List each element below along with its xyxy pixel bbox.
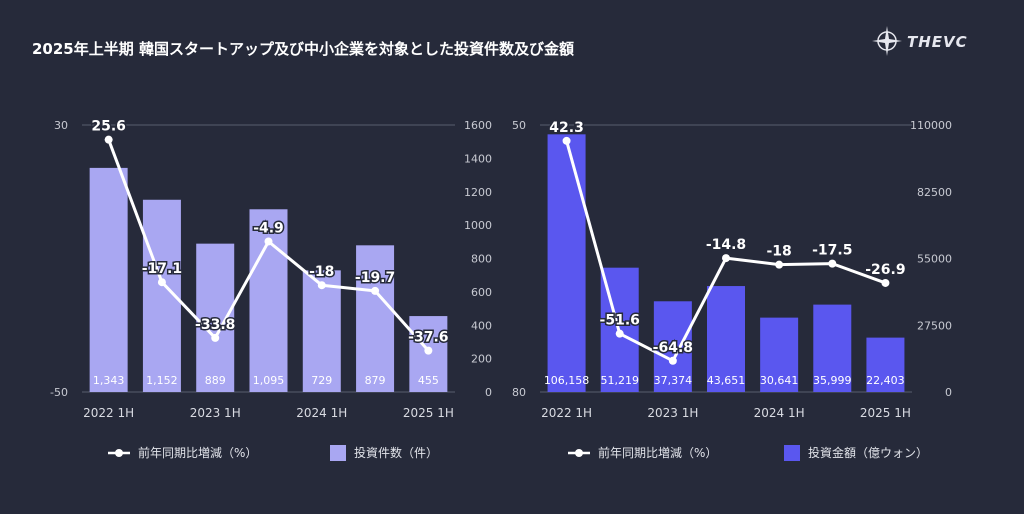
bar	[302, 270, 341, 392]
compass-star-icon	[872, 26, 902, 56]
yoy-point-label: -64.8	[653, 340, 693, 356]
yoy-point	[157, 278, 166, 287]
x-axis-tick-label: 2022 1H	[541, 406, 592, 420]
legend-line-marker	[575, 449, 583, 457]
bar-value-label: 1,095	[253, 374, 285, 387]
bar	[760, 317, 799, 392]
yoy-point-label: -17.1	[142, 261, 182, 277]
yoy-point-label: -37.6	[408, 330, 448, 346]
legend-line-marker	[115, 449, 123, 457]
bar	[707, 286, 745, 392]
x-axis-tick-label: 2024 1H	[296, 406, 347, 420]
yoy-point-label: -18	[766, 244, 791, 260]
bar	[813, 304, 852, 392]
bar	[866, 337, 905, 392]
yoy-point	[615, 329, 624, 338]
bar-value-label: 1,152	[146, 374, 178, 387]
bar	[356, 245, 395, 392]
legend-label-bar: 投資金額（億ウォン）	[808, 445, 928, 460]
x-axis-tick-label: 2023 1H	[190, 406, 241, 420]
left-axis-tick-label: -80	[512, 386, 526, 399]
right-axis-tick-label: 55000	[917, 253, 952, 266]
yoy-point	[317, 281, 326, 290]
yoy-point-label: -14.8	[706, 237, 746, 253]
x-axis-tick-label: 2025 1H	[860, 406, 911, 420]
yoy-point	[562, 136, 571, 145]
bar-value-label: 37,374	[654, 374, 693, 387]
legend-bar-swatch	[784, 445, 800, 461]
yoy-point-label: -4.9	[253, 220, 284, 236]
x-axis-tick-label: 2024 1H	[754, 406, 805, 420]
yoy-point-label: -17.5	[812, 243, 852, 259]
bar-value-label: 106,158	[544, 374, 590, 387]
legend-bar-swatch	[330, 445, 346, 461]
bar	[249, 209, 288, 392]
right-axis-tick-label: 1000	[464, 219, 492, 232]
bar-value-label: 35,999	[813, 374, 852, 387]
bar	[89, 167, 128, 392]
x-axis-tick-label: 2025 1H	[403, 406, 454, 420]
yoy-point	[722, 254, 730, 263]
yoy-point-label: -26.9	[865, 262, 905, 278]
investment-amount-chart: 50 -80 110000 82500 55000 27500 0 106,158 51,219…	[512, 118, 952, 461]
yoy-point-label: 25.6	[91, 119, 126, 135]
right-axis-tick-label: 1600	[464, 119, 492, 132]
right-axis-tick-label: 82500	[917, 186, 952, 199]
bar-value-label: 729	[311, 374, 332, 387]
yoy-point-label: -51.6	[600, 313, 640, 329]
left-axis-tick-label: -50	[50, 386, 68, 399]
right-axis-tick-label: 200	[471, 353, 492, 366]
x-axis-tick-label: 2022 1H	[83, 406, 134, 420]
right-axis-tick-label: 1400	[464, 152, 492, 165]
right-axis-tick-label: 400	[471, 319, 492, 332]
yoy-point	[264, 237, 273, 246]
logo-wordmark: THEVC	[907, 33, 968, 51]
yoy-point	[104, 135, 113, 144]
bar-value-label: 889	[205, 374, 226, 387]
yoy-point	[211, 333, 220, 342]
right-axis-tick-label: 800	[471, 253, 492, 266]
bar-value-label: 22,403	[866, 374, 905, 387]
yoy-point	[668, 356, 677, 365]
right-axis-tick-label: 0	[485, 386, 492, 399]
yoy-point	[424, 346, 433, 355]
yoy-point-label: 42.3	[549, 120, 584, 136]
left-axis-tick-label: 50	[512, 119, 526, 132]
yoy-point-label: -19.7	[355, 270, 395, 286]
right-axis-tick-label: 1200	[464, 186, 492, 199]
page-title: 2025年上半期 韓国スタートアップ及び中小企業を対象とした投資件数及び金額	[32, 40, 574, 58]
left-axis-tick-label: 30	[54, 119, 68, 132]
investment-count-chart: 30 -50 1600 1400 1200 1000 800 600 400 200 0 1,343 1…	[50, 117, 492, 461]
bar-value-label: 51,219	[600, 374, 639, 387]
x-axis-tick-label: 2023 1H	[647, 406, 698, 420]
legend-label-bar: 投資件数（件）	[354, 445, 438, 460]
yoy-point	[371, 286, 380, 295]
bar	[653, 301, 692, 392]
yoy-point	[828, 259, 837, 268]
legend-label-yoy: 前年同期比増減（%）	[138, 445, 257, 460]
bar	[547, 134, 586, 393]
yoy-point	[881, 278, 890, 287]
bar-value-label: 1,343	[93, 374, 125, 387]
yoy-point-label: -18	[309, 264, 334, 280]
right-axis-tick-label: 110000	[910, 119, 952, 132]
bar-value-label: 30,641	[760, 374, 799, 387]
bar-value-label: 879	[365, 374, 386, 387]
right-axis-tick-label: 0	[945, 386, 952, 399]
bar-value-label: 455	[418, 374, 439, 387]
legend-label-yoy: 前年同期比増減（%）	[598, 445, 717, 460]
bar-value-label: 43,651	[707, 374, 746, 387]
right-axis-tick-label: 600	[471, 286, 492, 299]
yoy-point	[775, 260, 784, 269]
yoy-point-label: -33.8	[195, 317, 235, 333]
thevc-logo: THEVC	[870, 24, 1000, 60]
right-axis-tick-label: 27500	[917, 319, 952, 332]
